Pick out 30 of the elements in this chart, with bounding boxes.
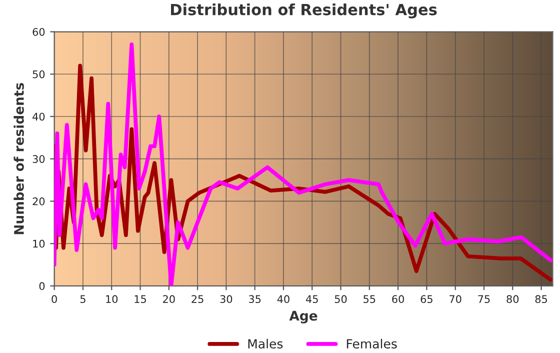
y-tick-label: 30: [32, 155, 45, 163]
y-tick-label: 40: [32, 112, 45, 121]
x-tick-label: 10: [106, 295, 118, 304]
x-tick-label: 75: [478, 295, 490, 304]
x-tick-label: 5: [80, 295, 86, 304]
x-tick-label: 50: [334, 295, 347, 304]
x-tick-label: 25: [192, 295, 204, 304]
x-tick-label: 0: [52, 295, 57, 304]
y-tick-label: 10: [33, 240, 45, 248]
y-tick-label: 0: [39, 282, 45, 290]
x-tick-label: 15: [134, 295, 146, 304]
x-tick-label: 70: [450, 295, 462, 304]
x-tick-label: 65: [420, 295, 432, 304]
y-tick-label: 60: [32, 28, 45, 36]
x-tick-label: 55: [364, 295, 376, 304]
legend-label: Females: [346, 338, 397, 349]
x-tick-label: 35: [248, 295, 261, 304]
x-tick-label: 85: [535, 295, 547, 304]
x-tick-label: 60: [392, 295, 404, 304]
legend-label: Males: [248, 338, 283, 349]
y-tick-label: 50: [32, 70, 45, 78]
x-axis-title: Age: [289, 310, 318, 324]
x-tick-label: 80: [506, 295, 519, 304]
y-tick-label: 20: [32, 197, 45, 206]
x-tick-label: 30: [220, 295, 232, 304]
y-axis-title: Number of residents: [14, 83, 24, 234]
chart-title: Distribution of Residents' Ages: [171, 3, 437, 18]
x-tick-label: 20: [163, 295, 175, 304]
x-tick-label: 45: [306, 295, 318, 304]
x-tick-label: 40: [277, 295, 290, 304]
